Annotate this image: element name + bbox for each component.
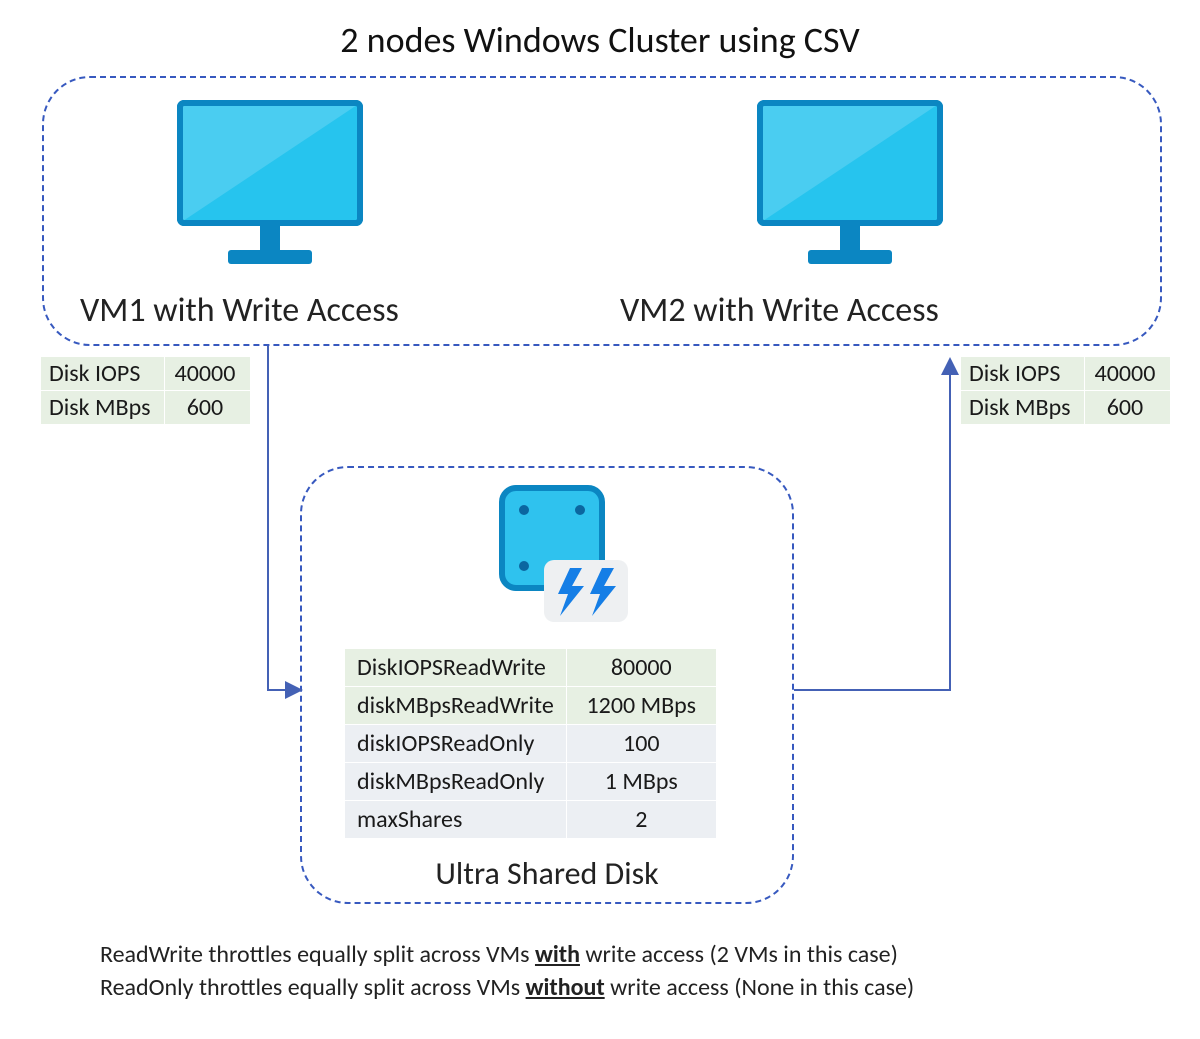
footnote-line: ReadWrite throttles equally split across…: [100, 938, 914, 971]
table-row: diskIOPSReadOnly 100: [345, 725, 717, 763]
stat-label: Disk IOPS: [961, 357, 1085, 391]
table-row: diskMBpsReadOnly 1 MBps: [345, 763, 717, 801]
prop-value: 2: [566, 801, 716, 839]
prop-label: diskIOPSReadOnly: [345, 725, 567, 763]
stat-value: 40000: [165, 357, 251, 391]
page-title: 2 nodes Windows Cluster using CSV: [0, 18, 1200, 62]
prop-label: maxShares: [345, 801, 567, 839]
stat-value: 40000: [1085, 357, 1171, 391]
table-row: maxShares 2: [345, 801, 717, 839]
note-text: write access (2 VMs in this case): [580, 940, 898, 969]
table-row: Disk MBps 600: [41, 391, 251, 425]
prop-value: 80000: [566, 649, 716, 687]
note-text: ReadWrite throttles equally split across…: [100, 940, 535, 969]
note-emphasis: without: [526, 973, 605, 1002]
vm2-label: VM2 with Write Access: [620, 290, 939, 331]
stat-value: 600: [1085, 391, 1171, 425]
monitor-icon-vm2: [750, 98, 950, 268]
table-row: DiskIOPSReadWrite 80000: [345, 649, 717, 687]
note-text: ReadOnly throttles equally split across …: [100, 973, 526, 1002]
stat-label: Disk MBps: [41, 391, 165, 425]
prop-label: diskMBpsReadWrite: [345, 687, 567, 725]
note-text: write access (None in this case): [605, 973, 915, 1002]
monitor-icon-vm1: [170, 98, 370, 268]
footnotes: ReadWrite throttles equally split across…: [100, 938, 914, 1004]
prop-value: 1200 MBps: [566, 687, 716, 725]
table-row: diskMBpsReadWrite 1200 MBps: [345, 687, 717, 725]
vm1-stats-table: Disk IOPS 40000 Disk MBps 600: [40, 356, 251, 425]
vm1-label: VM1 with Write Access: [80, 290, 399, 331]
stat-label: Disk MBps: [961, 391, 1085, 425]
table-row: Disk IOPS 40000: [961, 357, 1171, 391]
prop-label: DiskIOPSReadWrite: [345, 649, 567, 687]
stat-label: Disk IOPS: [41, 357, 165, 391]
table-row: Disk IOPS 40000: [41, 357, 251, 391]
prop-value: 100: [566, 725, 716, 763]
prop-label: diskMBpsReadOnly: [345, 763, 567, 801]
vm2-stats-table: Disk IOPS 40000 Disk MBps 600: [960, 356, 1171, 425]
stat-value: 600: [165, 391, 251, 425]
disk-properties-table: DiskIOPSReadWrite 80000 diskMBpsReadWrit…: [344, 648, 717, 839]
disk-title: Ultra Shared Disk: [300, 854, 794, 893]
prop-value: 1 MBps: [566, 763, 716, 801]
footnote-line: ReadOnly throttles equally split across …: [100, 971, 914, 1004]
ultra-disk-icon: [484, 482, 634, 632]
table-row: Disk MBps 600: [961, 391, 1171, 425]
note-emphasis: with: [535, 940, 580, 969]
